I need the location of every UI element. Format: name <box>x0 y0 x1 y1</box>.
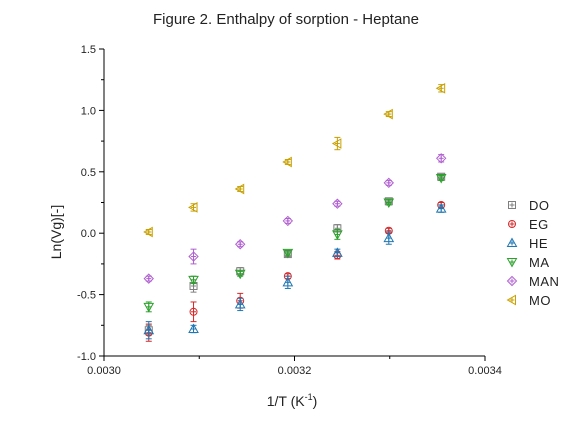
plot-area <box>143 82 447 342</box>
data-point <box>188 248 199 265</box>
y-tick-label: 0.5 <box>81 167 96 179</box>
data-point <box>332 247 343 258</box>
legend-marker <box>508 220 516 228</box>
y-tick-label: -0.5 <box>77 290 96 302</box>
data-point <box>143 321 155 340</box>
x-axis-title: 1/T (K-1) <box>267 392 318 409</box>
legend-item-do: DO <box>508 198 550 213</box>
x-tick-label: 0.0032 <box>278 365 312 377</box>
data-point <box>282 215 294 227</box>
legend-label: DO <box>529 198 550 213</box>
y-tick-label: 1.5 <box>81 44 96 56</box>
legend-marker <box>506 258 518 268</box>
x-axis-title-exponent: -1 <box>305 392 313 402</box>
x-tick-label: 0.0030 <box>87 365 121 377</box>
series-ma <box>143 173 447 313</box>
data-point <box>235 239 246 250</box>
legend-label: EG <box>529 217 549 232</box>
data-point <box>234 269 246 280</box>
data-point <box>332 198 343 209</box>
legend-marker <box>508 201 516 209</box>
legend-item-he: HE <box>506 236 548 251</box>
series-mo <box>143 82 446 238</box>
data-point <box>188 275 199 286</box>
data-point <box>435 203 447 213</box>
data-point <box>282 275 294 289</box>
data-point <box>282 156 292 168</box>
data-point <box>383 231 395 245</box>
legend-item-eg: EG <box>508 217 549 232</box>
y-tick-label: 0.0 <box>81 228 96 240</box>
x-axis: 0.0030 0.0032 0.0034 <box>87 355 502 377</box>
data-point <box>282 248 294 259</box>
legend-label: MA <box>529 255 550 270</box>
legend-marker <box>506 294 516 306</box>
y-tick-label: 1.0 <box>81 105 96 117</box>
data-point <box>435 173 447 184</box>
legend-label: HE <box>529 236 548 251</box>
series-eg <box>144 200 446 342</box>
data-point <box>188 202 198 213</box>
chart-title: Figure 2. Enthalpy of sorption - Heptane <box>153 11 419 28</box>
x-tick-label: 0.0034 <box>468 365 502 377</box>
legend-item-ma: MA <box>506 255 550 270</box>
legend-marker <box>506 275 518 287</box>
series-he <box>143 203 447 340</box>
legend-label: MAN <box>529 274 559 289</box>
data-point <box>332 229 343 240</box>
data-point <box>143 226 153 238</box>
data-point <box>383 177 395 189</box>
series-man <box>143 153 447 284</box>
legend-marker <box>506 237 518 247</box>
data-point <box>383 108 393 120</box>
data-point <box>189 301 198 323</box>
legend-label: MO <box>529 293 551 308</box>
legend-item-man: MAN <box>506 274 559 289</box>
legend: DO EG HE MA MAN MO <box>506 198 559 308</box>
data-point <box>143 273 154 284</box>
y-axis: -1.0 -0.5 0.0 0.5 1.0 1.5 <box>77 44 105 363</box>
data-point <box>234 183 245 195</box>
data-point <box>234 297 246 312</box>
data-point <box>188 323 199 334</box>
y-axis-title: Ln(Vg)[-] <box>48 205 64 259</box>
data-point <box>435 82 446 94</box>
data-point <box>331 136 342 151</box>
legend-item-mo: MO <box>506 293 551 308</box>
data-point <box>383 198 395 209</box>
data-point <box>435 153 447 164</box>
y-tick-label: -1.0 <box>77 351 96 363</box>
data-point <box>143 301 155 313</box>
